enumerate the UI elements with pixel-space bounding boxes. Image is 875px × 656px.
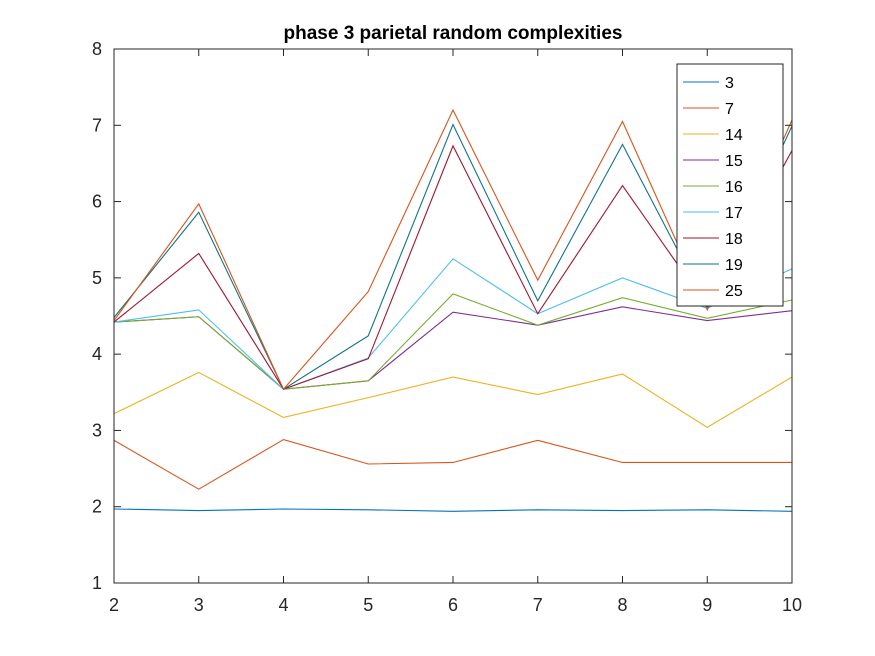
- legend-label-18: 18: [725, 231, 743, 248]
- y-tick-label-6: 6: [92, 192, 102, 212]
- legend-label-16: 16: [725, 179, 743, 196]
- x-tick-label-10: 10: [782, 595, 802, 615]
- x-tick-label-6: 6: [448, 595, 458, 615]
- legend-label-14: 14: [725, 127, 743, 144]
- x-tick-label-9: 9: [702, 595, 712, 615]
- chart-title: phase 3 parietal random complexities: [284, 23, 623, 44]
- x-tick-label-2: 2: [109, 595, 119, 615]
- x-tick-label-5: 5: [363, 595, 373, 615]
- legend-label-7: 7: [725, 101, 734, 118]
- y-tick-label-7: 7: [92, 115, 102, 135]
- y-tick-label-5: 5: [92, 268, 102, 288]
- series-line-14: [113, 371, 793, 429]
- x-tick-label-3: 3: [194, 595, 204, 615]
- legend-label-17: 17: [725, 205, 743, 222]
- legend-label-25: 25: [725, 283, 743, 300]
- y-tick-label-8: 8: [92, 39, 102, 59]
- series-line-3: [113, 508, 793, 512]
- legend-label-19: 19: [725, 257, 743, 274]
- series-line-7: [113, 438, 792, 490]
- legend-box: [676, 63, 784, 307]
- legend-label-3: 3: [725, 75, 734, 92]
- x-tick-label-4: 4: [278, 595, 288, 615]
- x-tick-label-7: 7: [533, 595, 543, 615]
- y-tick-label-4: 4: [92, 344, 102, 364]
- series-line-16: [113, 293, 793, 390]
- x-tick-label-8: 8: [617, 595, 627, 615]
- legend: 3 7 14 15 16 17 18 19 25: [676, 63, 784, 307]
- y-tick-label-2: 2: [92, 497, 102, 517]
- legend-label-15: 15: [725, 153, 743, 170]
- y-tick-label-1: 1: [92, 573, 102, 593]
- y-tick-label-3: 3: [92, 420, 102, 440]
